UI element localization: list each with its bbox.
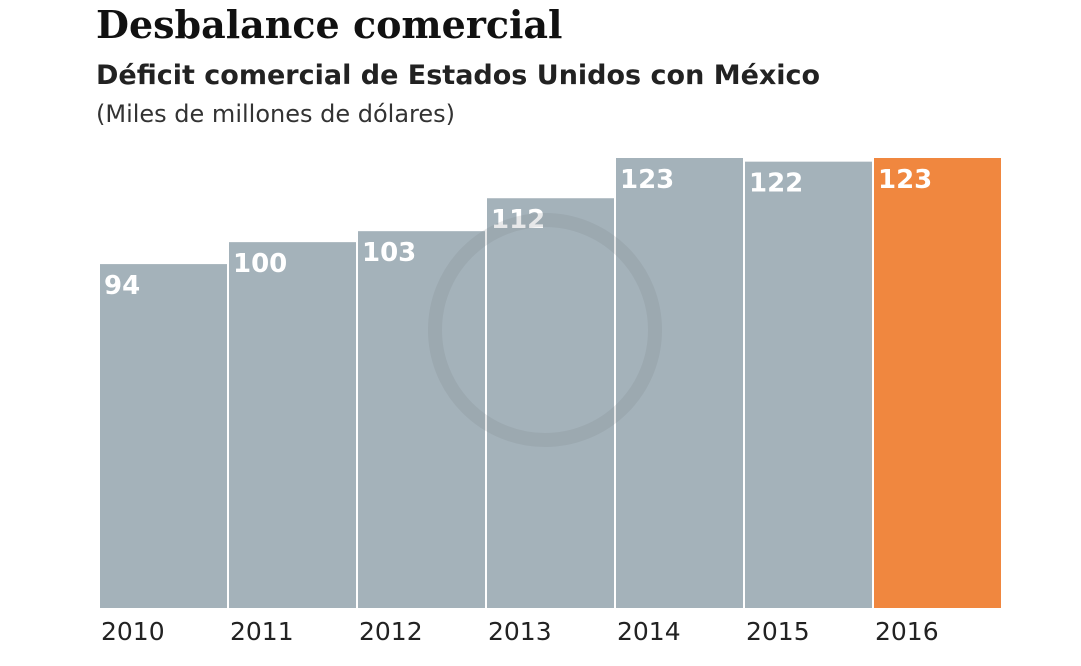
x-tick-2011: 2011 bbox=[230, 617, 294, 646]
bar-2014 bbox=[616, 158, 743, 608]
data-label-2010: 94 bbox=[104, 271, 140, 301]
data-label-2012: 103 bbox=[362, 238, 416, 268]
data-label-2016: 123 bbox=[878, 165, 932, 195]
x-tick-2015: 2015 bbox=[746, 617, 810, 646]
data-label-2013: 112 bbox=[491, 205, 545, 235]
x-tick-2013: 2013 bbox=[488, 617, 552, 646]
bar-2015 bbox=[745, 161, 872, 608]
bar-2011 bbox=[229, 242, 356, 608]
bar-2016 bbox=[874, 158, 1001, 608]
bar-2012 bbox=[358, 231, 485, 609]
watermark-emblem-icon bbox=[428, 213, 662, 447]
unit-label: (Miles de millones de dólares) bbox=[96, 100, 456, 128]
bar-2013 bbox=[487, 198, 614, 608]
data-label-2015: 122 bbox=[749, 169, 803, 199]
data-label-2011: 100 bbox=[233, 249, 287, 279]
x-tick-2010: 2010 bbox=[101, 617, 165, 646]
x-tick-2014: 2014 bbox=[617, 617, 681, 646]
data-label-2014: 123 bbox=[620, 165, 674, 195]
bar-2010 bbox=[100, 264, 227, 608]
chart-subtitle: Déficit comercial de Estados Unidos con … bbox=[96, 60, 821, 91]
x-tick-2012: 2012 bbox=[359, 617, 423, 646]
chart-title: Desbalance comercial bbox=[96, 2, 563, 47]
x-tick-2016: 2016 bbox=[875, 617, 939, 646]
